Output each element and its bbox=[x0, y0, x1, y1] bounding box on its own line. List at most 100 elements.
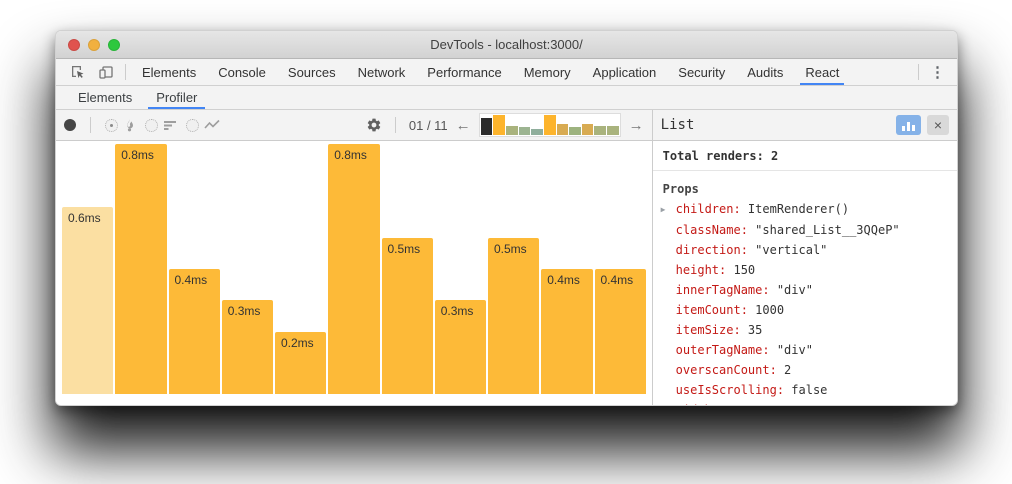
prop-value: 300 bbox=[726, 403, 748, 405]
profiler-bar[interactable]: 0.2ms bbox=[275, 331, 327, 394]
view-component-chart-button[interactable] bbox=[896, 115, 921, 135]
bar-duration-label: 0.3ms bbox=[440, 304, 474, 319]
previous-commit-button[interactable]: ← bbox=[455, 116, 471, 134]
interactions-view-option[interactable] bbox=[186, 118, 220, 132]
toolbar-separator bbox=[125, 64, 126, 80]
prop-key: useIsScrolling: bbox=[675, 383, 792, 397]
window-titlebar[interactable]: DevTools - localhost:3000/ bbox=[56, 31, 957, 59]
props-list: ▶ children: ItemRenderer() className: "sha… bbox=[653, 199, 957, 405]
prop-value: 1000 bbox=[755, 303, 785, 317]
tab-elements[interactable]: Elements bbox=[142, 64, 197, 80]
component-panel-header: List × bbox=[652, 110, 957, 141]
commit-thumbnail-strip[interactable] bbox=[478, 113, 621, 137]
commit-thumbnail[interactable] bbox=[556, 124, 569, 135]
interactions-chart-icon bbox=[204, 119, 220, 129]
prop-row: width: 300 bbox=[661, 400, 957, 405]
mini-bar bbox=[912, 125, 915, 131]
profiler-bar[interactable]: 0.8ms bbox=[328, 144, 380, 394]
commit-counter: 01 / 11 bbox=[408, 117, 448, 133]
tab-sources[interactable]: Sources bbox=[287, 64, 336, 80]
commit-thumbnail[interactable] bbox=[581, 124, 594, 135]
tab-console[interactable]: Console bbox=[218, 64, 266, 80]
profiler-bar[interactable]: 0.3ms bbox=[221, 300, 273, 394]
commit-thumbnail[interactable] bbox=[569, 127, 581, 135]
record-button[interactable] bbox=[64, 119, 76, 131]
inspect-element-button[interactable] bbox=[64, 59, 92, 85]
interactions-radio[interactable] bbox=[186, 118, 199, 132]
profiler-content: 01 / 11 ← → 0.6ms 0.8ms 0.4ms 0.3ms 0.2ms 0.8… bbox=[56, 110, 957, 405]
prop-value: 2 bbox=[784, 363, 792, 377]
ranked-view-option[interactable] bbox=[145, 118, 177, 132]
zoom-window-button[interactable] bbox=[108, 39, 120, 51]
prop-key: className: bbox=[675, 223, 756, 237]
traffic-lights bbox=[68, 39, 120, 51]
tab-audits[interactable]: Audits bbox=[747, 64, 784, 80]
commit-thumbnail-selected[interactable] bbox=[480, 117, 493, 135]
settings-button[interactable] bbox=[366, 117, 382, 133]
close-window-button[interactable] bbox=[68, 39, 80, 51]
flamegraph-view-option[interactable] bbox=[105, 118, 136, 132]
prop-row: outerTagName: "div" bbox=[661, 340, 957, 360]
commit-thumbnail[interactable] bbox=[493, 115, 505, 135]
inspect-cursor-icon bbox=[72, 66, 84, 79]
profiler-bar[interactable]: 0.4ms bbox=[168, 269, 220, 394]
commit-thumbnail[interactable] bbox=[518, 127, 531, 135]
expander-icon[interactable]: ▶ bbox=[660, 205, 666, 214]
commit-thumbnail[interactable] bbox=[531, 129, 543, 135]
close-panel-button[interactable]: × bbox=[927, 115, 949, 135]
next-commit-button[interactable]: → bbox=[628, 116, 644, 134]
tab-react[interactable]: React bbox=[794, 59, 850, 85]
devtools-window: DevTools - localhost:3000/ Elements Conso… bbox=[55, 30, 958, 406]
react-subtabbar: Elements Profiler bbox=[56, 86, 957, 110]
commit-navigation: 01 / 11 ← → bbox=[366, 113, 644, 137]
tab-performance[interactable]: Performance bbox=[427, 64, 502, 80]
devtools-tabs: Elements Console Sources Network Performance… bbox=[131, 59, 850, 85]
profiler-bar[interactable]: 0.6ms bbox=[62, 206, 114, 394]
profiler-bar[interactable]: 0.4ms bbox=[541, 269, 593, 394]
commit-thumbnail[interactable] bbox=[505, 126, 518, 135]
commit-thumbnail[interactable] bbox=[543, 115, 556, 135]
prop-value: "div" bbox=[776, 283, 813, 297]
prop-row: itemCount: 1000 bbox=[661, 300, 957, 320]
commit-thumbnail[interactable] bbox=[594, 126, 607, 135]
prop-key: innerTagName: bbox=[675, 283, 777, 297]
prop-value: 150 bbox=[733, 263, 756, 277]
tab-memory[interactable]: Memory bbox=[523, 64, 571, 80]
prop-key: itemSize: bbox=[675, 323, 748, 337]
prop-row: useIsScrolling: false bbox=[661, 380, 957, 400]
tab-application[interactable]: Application bbox=[592, 64, 657, 80]
bar-duration-label: 0.6ms bbox=[68, 210, 101, 225]
tab-security[interactable]: Security bbox=[678, 64, 726, 80]
commit-thumbnail[interactable] bbox=[607, 126, 619, 135]
subtab-elements[interactable]: Elements bbox=[78, 90, 133, 105]
prop-row: direction: "vertical" bbox=[661, 240, 957, 260]
ranked-chart-icon bbox=[164, 121, 176, 130]
profiler-left-pane: 01 / 11 ← → 0.6ms 0.8ms 0.4ms 0.3ms 0.2ms 0.8… bbox=[56, 110, 652, 405]
prop-key: height: bbox=[675, 263, 734, 277]
prop-row: height: 150 bbox=[661, 260, 957, 280]
tab-network[interactable]: Network bbox=[357, 64, 406, 80]
ranked-radio[interactable] bbox=[145, 118, 158, 132]
subtab-profiler[interactable]: Profiler bbox=[144, 86, 209, 109]
profiler-bar[interactable]: 0.5ms bbox=[381, 237, 433, 394]
prop-row: itemSize: 35 bbox=[661, 320, 957, 340]
prop-key: direction: bbox=[675, 243, 756, 257]
device-toolbar-icon bbox=[99, 66, 113, 79]
profiler-bar[interactable]: 0.3ms bbox=[434, 300, 486, 394]
mini-bar bbox=[902, 126, 905, 131]
flamegraph-radio[interactable] bbox=[105, 118, 118, 132]
device-toolbar-button[interactable] bbox=[92, 59, 120, 85]
window-title: DevTools - localhost:3000/ bbox=[430, 37, 583, 52]
profiler-bar[interactable]: 0.4ms bbox=[594, 269, 646, 394]
profiler-bar[interactable]: 0.5ms bbox=[488, 237, 540, 394]
total-renders: Total renders: 2 bbox=[652, 141, 957, 171]
toolbar-separator bbox=[918, 64, 919, 80]
flame-icon bbox=[127, 118, 133, 132]
minimize-window-button[interactable] bbox=[88, 39, 100, 51]
prop-value: "div" bbox=[776, 343, 813, 357]
prop-key: itemCount: bbox=[675, 303, 756, 317]
profiler-bar[interactable]: 0.8ms bbox=[115, 144, 167, 394]
kebab-menu-button[interactable]: ⋮ bbox=[930, 64, 945, 81]
bar-duration-label: 0.5ms bbox=[494, 241, 527, 256]
